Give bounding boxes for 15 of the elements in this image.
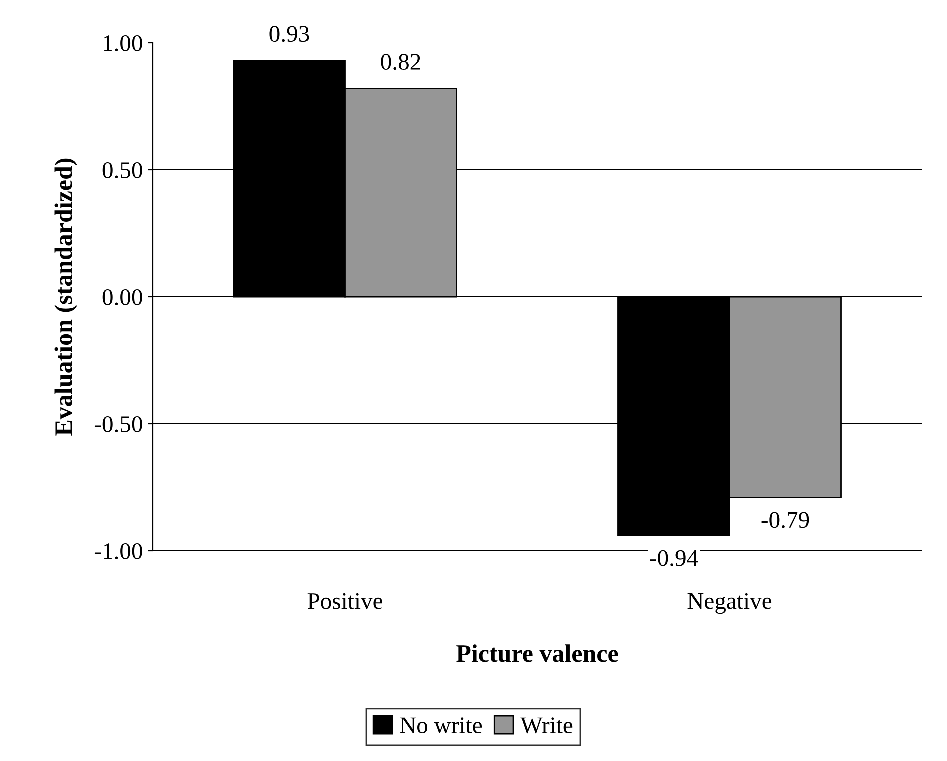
x-tick-label: Positive xyxy=(308,593,382,610)
data-label: 0.93 xyxy=(270,26,310,42)
legend-label: No write xyxy=(400,718,482,734)
legend-label: Write xyxy=(520,718,573,734)
data-label: -0.94 xyxy=(650,550,698,566)
x-axis-title: Picture valence xyxy=(456,644,618,662)
y-tick-label: -1.00 xyxy=(94,543,142,560)
y-axis-title: Evaluation (standardized) xyxy=(54,158,78,436)
data-label: -0.79 xyxy=(762,512,810,528)
y-tick-label: 1.00 xyxy=(104,35,142,52)
y-tick-label: 0.50 xyxy=(102,162,142,179)
y-tick-label: 0.00 xyxy=(102,289,142,306)
data-label: 0.82 xyxy=(381,54,420,70)
x-tick-label: Negative xyxy=(688,593,772,614)
y-tick-label: -0.50 xyxy=(94,416,142,433)
